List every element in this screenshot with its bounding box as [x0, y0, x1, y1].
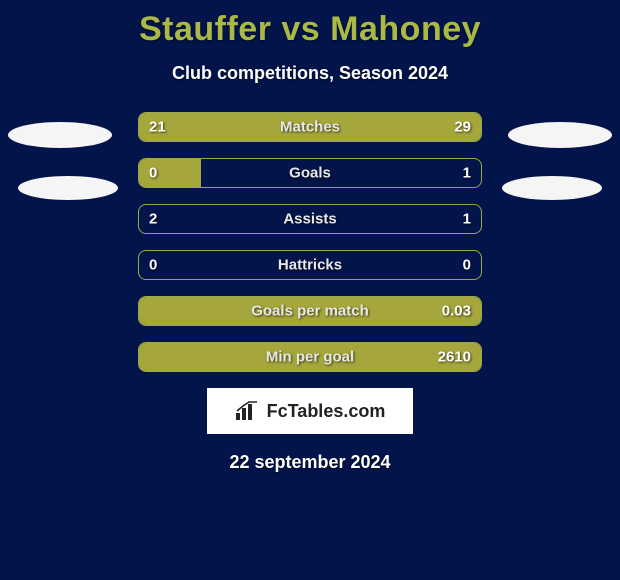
- stat-value-left: 0: [149, 165, 157, 182]
- source-badge: FcTables.com: [207, 388, 413, 434]
- stat-value-left: 2: [149, 211, 157, 228]
- stat-bar: 2610 Min per goal: [138, 342, 482, 372]
- player-a-avatar: [8, 122, 112, 148]
- subtitle: Club competitions, Season 2024: [0, 63, 620, 84]
- stat-bar: 0 0 Hattricks: [138, 250, 482, 280]
- fctables-icon: [235, 401, 261, 421]
- source-badge-text: FcTables.com: [267, 401, 386, 422]
- date: 22 september 2024: [0, 452, 620, 473]
- player-a-avatar-shadow: [18, 176, 118, 200]
- stat-label: Goals per match: [251, 303, 369, 320]
- stat-bar: 21 29 Matches: [138, 112, 482, 142]
- stat-value-right: 0.03: [442, 303, 471, 320]
- stat-bars: 2129Matches01Goals21Assists00Hattricks0.…: [138, 112, 482, 372]
- player-a-name: Stauffer: [139, 10, 271, 48]
- stat-value-right: 2610: [438, 349, 471, 366]
- page-title: Stauffer vs Mahoney: [0, 0, 620, 49]
- player-b-name: Mahoney: [330, 10, 481, 48]
- stat-value-left: 0: [149, 257, 157, 274]
- stat-label: Goals: [289, 165, 331, 182]
- stat-value-right: 0: [463, 257, 471, 274]
- stat-label: Assists: [283, 211, 336, 228]
- comparison-area: 2129Matches01Goals21Assists00Hattricks0.…: [0, 112, 620, 372]
- stat-bar: 0.03 Goals per match: [138, 296, 482, 326]
- player-b-avatar: [508, 122, 612, 148]
- stat-value-left: 21: [149, 119, 166, 136]
- stat-bar: 2 1 Assists: [138, 204, 482, 234]
- stat-value-right: 29: [454, 119, 471, 136]
- player-b-avatar-shadow: [502, 176, 602, 200]
- stat-bar: 0 1 Goals: [138, 158, 482, 188]
- stat-label: Matches: [280, 119, 340, 136]
- stat-label: Min per goal: [266, 349, 354, 366]
- stat-value-right: 1: [463, 165, 471, 182]
- vs-separator: vs: [281, 10, 320, 48]
- stat-label: Hattricks: [278, 257, 342, 274]
- stat-value-right: 1: [463, 211, 471, 228]
